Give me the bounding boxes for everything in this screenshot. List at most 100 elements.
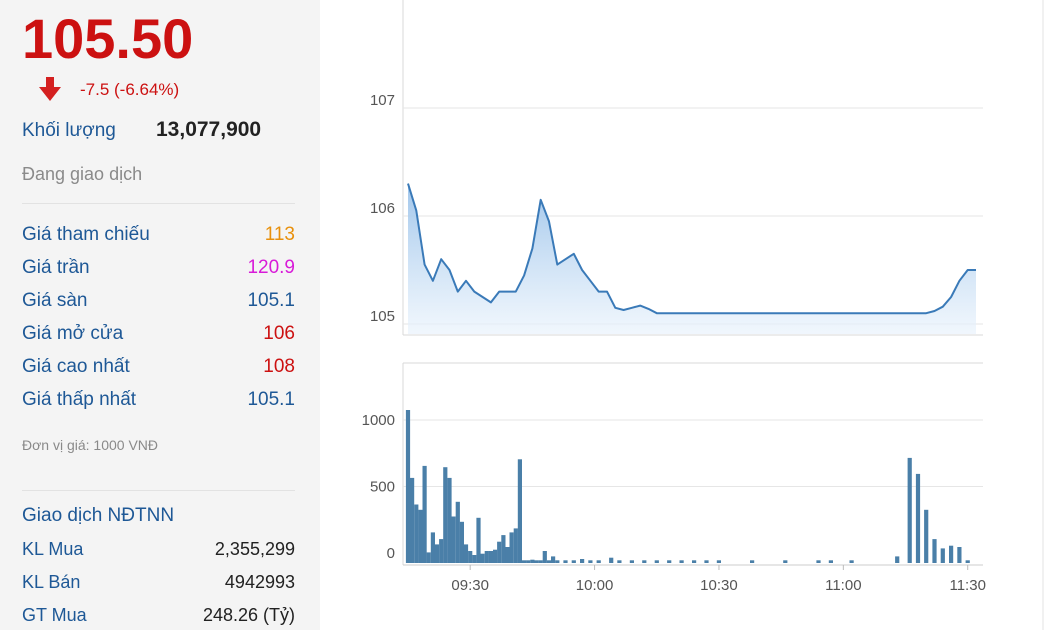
volume-bar [538,560,543,563]
volume-bar [609,557,614,563]
volume-bar [816,560,821,563]
volume-bar [439,539,444,563]
volume-bar [497,541,502,563]
volume-bar [629,560,634,563]
volume-bar [654,560,659,563]
stat-label-open: Giá mở cửa [22,323,124,344]
volume-bar [443,467,448,563]
volume-bar [472,555,477,563]
volume-bar [965,560,970,563]
volume-bar [571,560,576,563]
volume-bar [526,560,531,563]
stat-label-reference: Giá tham chiếu [22,224,150,245]
volume-y-tick-label: 0 [387,545,395,562]
stat-value-floor: 105.1 [247,290,295,311]
volume-y-tick-label: 500 [370,479,395,496]
volume-bar [434,544,440,563]
foreign-value-buy-value: 248.26 (Tỷ) [202,605,295,625]
volume-bar [542,551,547,563]
volume-bar [750,560,755,563]
volume-bar [513,528,518,563]
foreign-label-buy-volume: KL Mua [22,539,84,559]
volume-bar [455,501,460,563]
price-y-tick-label: 105 [370,308,395,325]
volume-bar [468,551,473,563]
stat-value-low: 105.1 [247,389,295,410]
volume-bar [895,556,900,563]
volume-bar [907,457,912,563]
volume-bar [530,559,535,563]
volume-bar [704,560,709,563]
volume-bar [480,553,485,563]
stat-value-ceiling: 120.9 [247,257,295,278]
volume-bar [509,532,514,563]
volume-bar [596,560,601,563]
foreign-label-sell-volume: KL Bán [22,572,81,592]
trading-status: Đang giao dịch [22,164,143,184]
volume-bar [463,544,469,563]
volume-bar [940,548,945,563]
volume-bar [410,477,415,563]
stat-value-reference: 113 [264,224,295,245]
volume-bar [426,552,431,563]
volume-bar [551,556,556,563]
stat-label-floor: Giá sàn [22,290,88,311]
foreign-value-buy-volume: 2,355,299 [214,539,295,559]
stat-value-high: 108 [263,356,295,377]
volume-bar [488,551,493,563]
stat-label-high: Giá cao nhất [22,356,130,377]
volume-bar [949,545,954,563]
x-tick-label: 11:30 [949,577,985,594]
volume-bar [447,477,452,563]
volume-bar [849,560,854,563]
down-arrow-icon [39,77,61,101]
intraday-charts: 107 106 105 1000 500 0 09:30 10:00 10:30 11:00 11:… [362,0,1044,630]
volume-bar [534,560,539,563]
volume-bar [430,532,435,563]
price-area-fill [408,183,976,334]
price-unit-note: Đơn vị giá: 1000 VNĐ [22,437,159,453]
x-tick-label: 10:00 [576,577,614,594]
volume-bar [546,560,552,563]
volume-bar [580,559,585,563]
quote-panel: 105.50 -7.5 (-6.64%) Khối lượng 13,077,9… [0,0,320,630]
volume-bar [716,560,721,563]
volume-bar [501,535,506,563]
price-y-tick-label: 107 [370,92,395,109]
volume-bar [493,549,498,563]
volume-bar [422,465,427,563]
foreign-label-buy-value: GT Mua [22,605,87,625]
foreign-value-sell-volume: 4942993 [224,572,295,592]
volume-bar [828,560,833,563]
volume-bar [563,560,568,563]
volume-bar [642,560,647,563]
price-change: -7.5 (-6.64%) [80,80,180,99]
volume-bar [667,560,672,563]
volume-value: 13,077,900 [156,118,262,141]
stat-value-open: 106 [263,323,295,344]
volume-bar [555,560,560,563]
price-series-line [407,183,976,315]
volume-bar [418,509,423,563]
volume-bar [679,560,684,563]
volume-bar [505,547,510,563]
last-price: 105.50 [22,7,194,70]
volume-label: Khối lượng [22,120,116,141]
volume-bar [924,509,929,563]
chart-area: 107 106 105 1000 500 0 09:30 10:00 10:30 11:00 11:… [320,0,1050,630]
x-tick-label: 10:30 [700,577,738,594]
volume-bar [588,560,593,563]
volume-bar [692,560,697,563]
volume-bar [451,516,456,563]
x-tick-label: 09:30 [451,577,489,594]
volume-bar [783,560,788,563]
divider [22,490,295,491]
volume-bar [932,539,937,563]
volume-bar [617,560,622,563]
foreign-trading-title: Giao dịch NĐTNN [22,505,175,526]
stat-label-low: Giá thấp nhất [22,389,137,410]
volume-bar [414,504,419,563]
divider [22,203,295,204]
volume-bar [459,521,464,563]
volume-bar [915,473,921,563]
